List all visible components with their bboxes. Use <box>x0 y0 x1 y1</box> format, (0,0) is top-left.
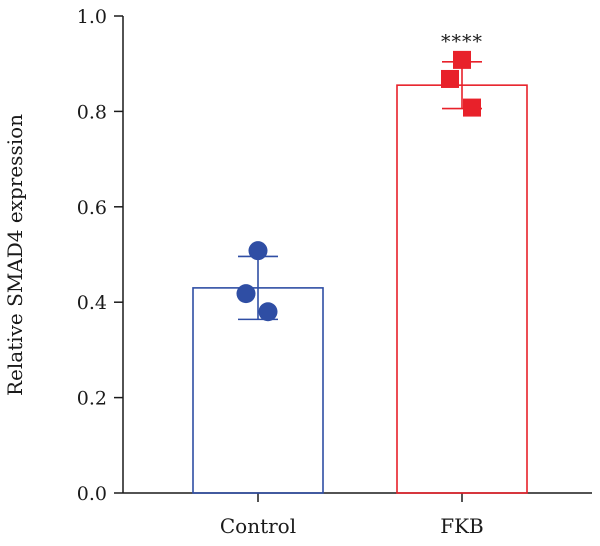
y-tick-label: 0.4 <box>77 292 107 314</box>
significance-label: **** <box>441 31 483 53</box>
annotations: **** <box>441 31 483 53</box>
x-tick-label: FKB <box>440 514 484 538</box>
y-tick-label: 0.8 <box>77 101 107 123</box>
x-tick-label: Control <box>220 514 296 538</box>
y-tick-label: 0.2 <box>77 388 107 410</box>
x-axis: Control FKB <box>123 492 592 538</box>
data-point <box>441 69 459 88</box>
y-axis-title: Relative SMAD4 expression <box>3 114 27 396</box>
data-point <box>453 50 471 69</box>
data-points <box>236 50 481 322</box>
data-point <box>463 98 481 117</box>
y-axis: 0.0 0.2 0.4 0.6 0.8 1.0 <box>77 6 124 505</box>
data-point <box>258 302 278 322</box>
data-point <box>236 284 256 304</box>
bar-fkb <box>396 84 528 494</box>
error-bars <box>238 60 482 321</box>
y-tick-label: 0.6 <box>77 197 107 219</box>
y-tick-label: 0.0 <box>77 483 107 505</box>
data-point <box>248 241 268 261</box>
y-tick-label: 1.0 <box>77 6 107 28</box>
